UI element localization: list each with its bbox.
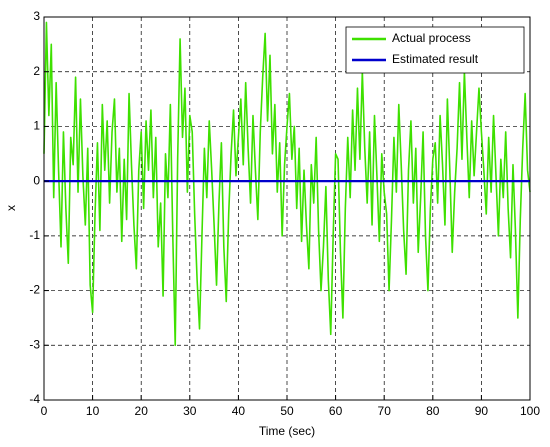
legend-label: Estimated result: [392, 52, 479, 66]
y-tick-label: -1: [29, 228, 40, 242]
x-tick-label: 50: [280, 404, 294, 418]
x-tick-label: 100: [520, 404, 540, 418]
y-tick-label: 2: [33, 64, 40, 78]
x-tick-label: 10: [86, 404, 100, 418]
x-axis-label: Time (sec): [259, 424, 315, 438]
y-tick-label: 0: [33, 173, 40, 187]
x-tick-label: 0: [41, 404, 48, 418]
x-tick-label: 30: [183, 404, 197, 418]
x-tick-label: 40: [232, 404, 246, 418]
legend-label: Actual process: [392, 31, 471, 45]
y-tick-label: -2: [29, 283, 40, 297]
x-tick-label: 20: [135, 404, 149, 418]
series-line: [43, 21, 531, 347]
legend: Actual process Estimated result: [345, 26, 525, 74]
y-tick-label: -4: [29, 392, 40, 406]
x-tick-label: 80: [426, 404, 440, 418]
y-tick-label: 1: [33, 119, 40, 133]
legend-box: [345, 26, 525, 74]
y-axis-label: x: [4, 205, 18, 211]
lines: [43, 21, 531, 347]
y-tick-label: 3: [33, 9, 40, 23]
x-tick-label: 70: [378, 404, 392, 418]
y-tick-label: -3: [29, 337, 40, 351]
x-tick-label: 90: [475, 404, 489, 418]
x-tick-label: 60: [329, 404, 343, 418]
